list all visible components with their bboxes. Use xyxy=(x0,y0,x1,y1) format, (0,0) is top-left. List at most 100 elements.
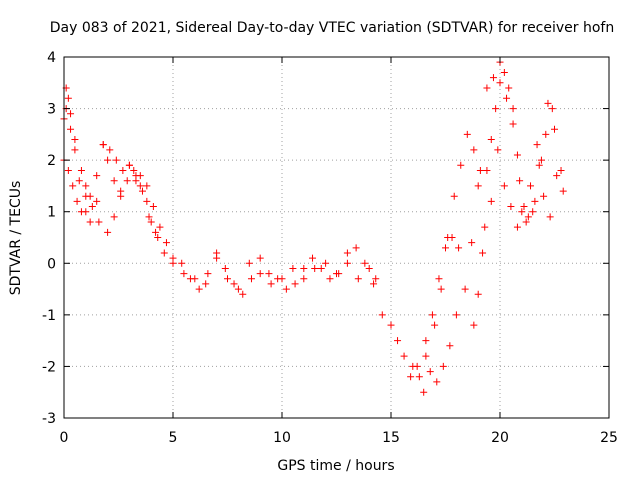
data-point xyxy=(489,74,497,82)
data-point xyxy=(496,79,504,87)
data-point xyxy=(494,146,502,154)
data-point xyxy=(433,378,441,386)
data-point xyxy=(437,285,445,293)
y-tick-label: 4 xyxy=(47,50,56,66)
data-point xyxy=(500,182,508,190)
data-point xyxy=(500,68,508,76)
x-tick-label: 10 xyxy=(273,430,291,446)
data-point xyxy=(71,146,79,154)
series-track-6 xyxy=(470,79,556,329)
data-point xyxy=(531,197,539,205)
data-point xyxy=(426,368,434,376)
chart-title: Day 083 of 2021, Sidereal Day-to-day VTE… xyxy=(50,20,614,36)
data-point xyxy=(221,264,229,272)
data-point xyxy=(132,177,140,185)
data-point xyxy=(291,280,299,288)
data-point xyxy=(509,105,517,113)
data-point xyxy=(516,177,524,185)
data-point xyxy=(378,311,386,319)
y-tick-label: -3 xyxy=(42,411,56,427)
data-point xyxy=(522,218,530,226)
data-point xyxy=(354,275,362,283)
data-point xyxy=(529,208,537,216)
data-point xyxy=(474,290,482,298)
data-point xyxy=(463,130,471,138)
axis-ticks xyxy=(63,56,610,419)
data-point xyxy=(213,249,221,257)
data-point xyxy=(274,275,282,283)
data-point xyxy=(422,337,430,345)
data-point xyxy=(267,280,275,288)
data-point xyxy=(415,373,423,381)
data-point xyxy=(540,192,548,200)
data-point xyxy=(162,239,170,247)
data-point xyxy=(110,177,118,185)
data-point xyxy=(169,254,177,262)
data-point xyxy=(474,182,482,190)
data-point xyxy=(476,166,484,174)
data-point xyxy=(117,192,125,200)
data-point xyxy=(136,172,144,180)
data-point xyxy=(99,141,107,149)
data-point xyxy=(503,94,511,102)
data-point xyxy=(230,280,238,288)
series-track-5 xyxy=(422,141,567,345)
data-point xyxy=(370,280,378,288)
data-point xyxy=(335,270,343,278)
data-point xyxy=(487,136,495,144)
data-point xyxy=(125,161,133,169)
x-tick-label: 5 xyxy=(169,430,178,446)
data-point xyxy=(551,125,558,133)
data-point xyxy=(245,259,253,267)
data-point xyxy=(149,203,157,211)
data-point xyxy=(409,362,417,370)
data-point xyxy=(448,234,456,241)
data-point xyxy=(186,275,194,283)
data-point xyxy=(309,254,317,262)
data-point xyxy=(520,203,528,211)
data-point xyxy=(82,192,90,200)
data-point xyxy=(559,187,567,195)
data-point xyxy=(112,156,120,164)
data-point xyxy=(400,352,408,360)
data-point xyxy=(542,130,550,138)
data-point xyxy=(75,177,83,185)
data-point xyxy=(513,223,521,231)
data-point xyxy=(365,264,373,272)
data-point xyxy=(93,172,101,180)
data-point xyxy=(343,259,351,267)
data-point xyxy=(145,213,153,221)
data-point xyxy=(110,213,118,221)
data-point xyxy=(282,285,290,293)
data-point xyxy=(524,213,532,221)
data-point xyxy=(130,166,138,174)
data-point xyxy=(372,275,380,283)
data-point xyxy=(394,337,402,345)
data-point xyxy=(455,244,463,252)
data-point xyxy=(479,249,487,257)
data-point xyxy=(152,228,160,236)
data-point xyxy=(77,166,85,174)
data-point xyxy=(88,203,96,211)
data-point xyxy=(468,239,476,247)
series-track-4 xyxy=(409,58,565,381)
data-point xyxy=(420,388,428,396)
data-point xyxy=(64,166,72,174)
y-tick-label: 1 xyxy=(47,205,56,221)
data-point xyxy=(317,264,325,272)
series-track-2 xyxy=(60,156,378,298)
data-point xyxy=(204,270,212,278)
data-point xyxy=(387,321,395,329)
data-point xyxy=(69,182,77,190)
data-point xyxy=(461,285,469,293)
data-point xyxy=(548,105,556,113)
y-tick-label: 2 xyxy=(47,153,56,169)
data-point xyxy=(533,141,541,149)
data-point xyxy=(407,373,415,381)
data-point xyxy=(546,213,554,221)
x-axis-label: GPS time / hours xyxy=(277,458,394,474)
data-point xyxy=(256,270,264,278)
data-point xyxy=(82,182,90,190)
data-point xyxy=(195,285,203,293)
